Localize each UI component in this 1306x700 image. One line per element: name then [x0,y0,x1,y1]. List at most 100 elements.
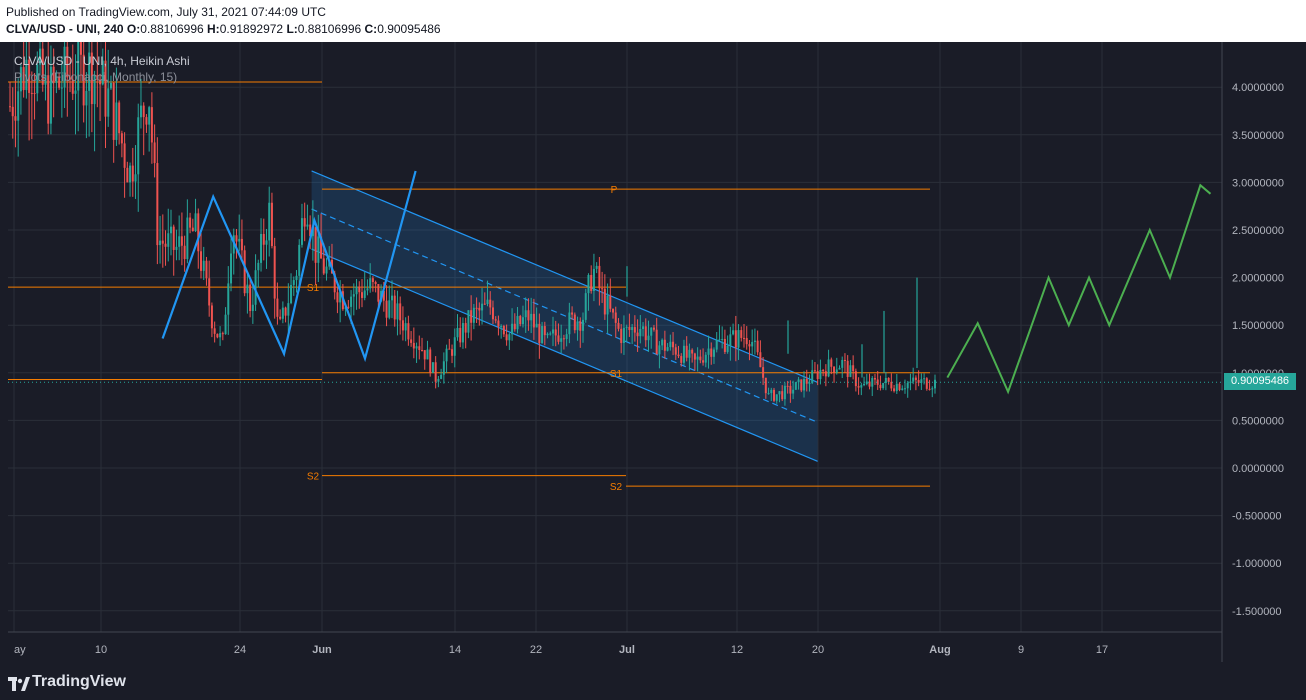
candle-body [748,344,751,347]
candle-body [134,174,137,182]
candle-body [415,346,418,349]
candle-body [426,349,429,360]
candle-body [352,294,355,297]
candle-body [502,326,505,335]
candle-body [617,322,620,329]
footer: TradingView [0,670,1306,700]
candle-body [14,116,17,121]
candle-body [718,339,721,341]
candle-body [284,307,287,316]
candle-body [726,346,729,352]
candle-body [90,52,93,105]
candle-body [246,284,249,294]
candle-body [508,334,511,341]
candle-body [863,383,866,386]
close-value: 0.90095486 [377,22,441,36]
candle-body [712,349,715,357]
candle-body [404,323,407,331]
candle-body [625,326,628,328]
x-tick-label: 10 [95,644,107,656]
candle-body [71,79,74,94]
candle-body [194,213,197,232]
candle-body [295,275,298,281]
candle-body [49,66,52,124]
candle-body [189,217,192,228]
candle-body [74,90,77,94]
candle-body [254,270,257,305]
candle-body [292,280,295,285]
candle-body [710,348,713,357]
candle-body [385,300,388,318]
pivots-legend[interactable]: Pivots (Fibonacci, Monthly, 15) [14,70,178,84]
candle-body [521,317,524,325]
candle-body [238,238,241,242]
candle-body [243,250,246,294]
y-tick-label: -0.500000 [1232,511,1282,523]
candle-body [541,326,544,344]
symbol-legend[interactable]: CLVA/USD - UNI, 4h, Heikin Ashi [14,54,190,68]
chart-area[interactable]: 4.0000000 3.5000000 3.0000000 2.5000000 2.00… [0,42,1306,670]
candle-body [609,295,612,309]
publish-header: Published on TradingView.com, July 31, 2… [0,0,1306,42]
candle-body [753,340,756,342]
candle-body [658,345,661,355]
y-tick-label: 2.0000000 [1232,273,1284,285]
candle-body [661,339,664,346]
candle-body [835,369,838,373]
pivot-label-s2: S2 [610,482,623,493]
x-tick-label: 12 [731,644,743,656]
candle-body [642,326,645,330]
candle-body [565,334,568,340]
candle-body [770,389,773,394]
candle-body [197,213,200,252]
candle-body [52,66,55,83]
candle-body [175,246,178,250]
candle-body [186,217,189,260]
candle-body [584,293,587,320]
candle-body [868,381,871,387]
candle-body [180,236,183,246]
candle-body [652,327,655,330]
candle-body [28,59,31,93]
candle-body [702,360,705,363]
low-label: L: [286,22,298,36]
candle-body [824,371,827,377]
candle-body [115,102,118,140]
candle-body [606,295,609,315]
candle-body [887,377,890,382]
candle-body [131,165,134,182]
x-tick-label: Jun [312,644,332,656]
candle-body [647,335,650,341]
candle-body [745,338,748,345]
candle-body [587,274,590,294]
candle-body [150,107,153,143]
candle-body [148,107,151,125]
candle-body [459,327,462,343]
candle-body [300,218,303,245]
candle-body [775,394,778,401]
candle-body [145,117,148,125]
candle-body [451,349,454,356]
candle-body [183,245,186,260]
candle-body [276,298,279,317]
candle-body [762,367,765,378]
candle-body [704,354,707,363]
candle-body [22,67,25,91]
candle-body [682,345,685,363]
candle-body [554,329,557,336]
candle-body [63,46,66,88]
y-tick-label: 0.0000000 [1232,463,1284,475]
candle-body [401,320,404,331]
candle-body [622,327,625,344]
x-tick-label: ay [14,644,26,656]
price-chart[interactable]: 4.0000000 3.5000000 3.0000000 2.5000000 2.00… [0,42,1306,670]
candle-body [511,323,514,335]
candle-body [535,323,538,328]
candle-body [358,286,361,293]
candle-body [854,371,857,387]
candle-body [107,88,110,117]
x-tick-label: Aug [929,644,950,656]
candle-body [448,348,451,350]
candle-body [693,353,696,360]
candle-body [732,330,735,335]
